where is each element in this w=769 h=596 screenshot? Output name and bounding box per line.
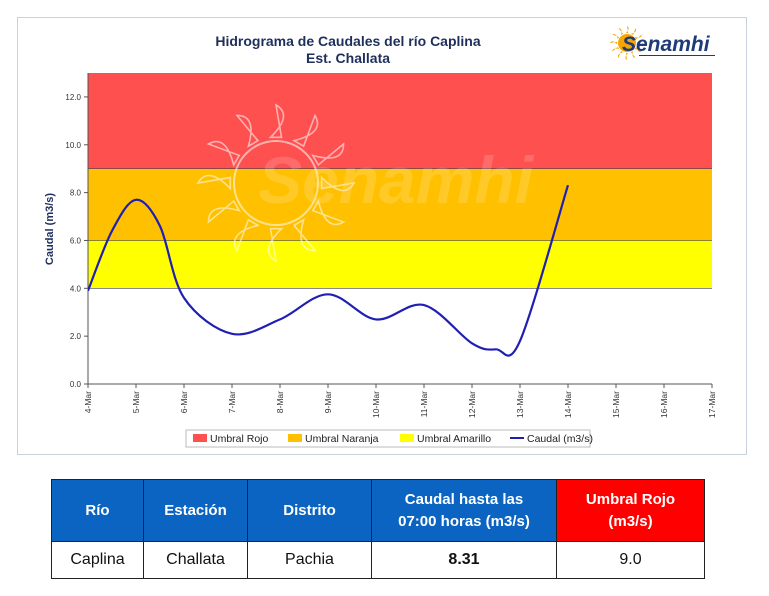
legend-label: Umbral Amarillo [417,433,491,445]
sun-ray [267,227,284,263]
sun-ray [634,34,642,40]
legend-swatch [288,434,302,442]
series-line-caudal [88,184,570,357]
senamhi-logo: Senamhi [610,26,715,60]
logo-text: Senamhi [622,33,711,56]
cell-rio: Caplina [51,541,144,579]
legend-swatch [400,434,414,442]
logo-underline [639,55,715,56]
x-tick-label: 5-Mar [131,391,141,413]
sun-ray [625,26,629,34]
y-tick-label: 8.0 [70,189,82,198]
y-ticks: 0.0 2.0 4.0 6.0 8.0 10.0 12.0 [65,93,88,389]
legend-label: Caudal (m3/s) [527,433,593,445]
sun-ray [625,52,629,60]
x-tick-label: 8-Mar [275,391,285,413]
band-umbral-amarillo [88,240,712,289]
watermark-sun-icon [196,103,356,263]
sun-ray [291,113,319,148]
x-tick-label: 16-Mar [659,391,669,418]
chart-title: Hidrograma de Caudales del río Caplina [215,33,481,49]
sun-ray [612,46,620,52]
sun-ray [268,103,285,139]
x-tick-label: 4-Mar [83,391,93,413]
sun-ray [618,28,624,36]
sun-ray [206,140,241,168]
sun-ray [612,33,620,40]
hydrograph-chart: Senamhi 0.0 2.0 4.0 6.0 8.0 10.0 12.0 4-Mar 5-M… [44,26,717,448]
senamhi-watermark: Senamhi [196,103,535,263]
cell-estacion: Challata [143,541,248,579]
cell-distrito: Pachia [247,541,372,579]
header-caudal-line1: Caudal hasta las [404,490,524,508]
sun-ray [630,50,636,58]
y-tick-label: 2.0 [70,332,82,341]
sun-ray [320,175,356,192]
cell-caudal: 8.31 [371,541,557,579]
x-ticks: 4-Mar 5-Mar 6-Mar 7-Mar 8-Mar 9-Mar 10-Mar 11-M… [83,384,717,418]
sun-ray [196,174,232,191]
header-umbral-line1: Umbral Rojo [585,490,676,508]
x-tick-label: 11-Mar [419,391,429,417]
watermark-text: Senamhi [258,143,535,217]
header-rio: Río [51,479,144,542]
header-distrito: Distrito [247,479,372,542]
legend-box [185,429,591,448]
header-caudal: Caudal hasta las 07:00 horas (m3/s) [371,479,557,542]
header-umbral-rojo: Umbral Rojo (m3/s) [556,479,705,542]
sun-ray [634,46,642,53]
sun-ray [292,218,317,252]
sun-ray [233,218,261,253]
band-umbral-naranja [88,168,712,241]
table-row: Caplina Challata Pachia 8.31 9.0 [51,541,705,579]
x-tick-label: 9-Mar [323,391,333,413]
y-tick-label: 6.0 [70,236,82,245]
x-tick-label: 6-Mar [179,391,189,413]
sun-ray [636,41,644,45]
table-header-row: Río Estación Distrito Caudal hasta las 0… [51,479,705,542]
y-tick-label: 4.0 [70,284,82,293]
y-axis-label: Caudal (m3/s) [44,193,56,265]
cell-umbral-rojo: 9.0 [556,541,705,579]
sun-ray [610,41,618,45]
y-tick-label: 12.0 [65,93,81,102]
x-tick-label: 17-Mar [707,391,717,418]
header-umbral-line2: (m3/s) [608,512,653,530]
sun-ray [311,142,345,167]
chart-subtitle: Est. Challata [306,50,390,66]
x-tick-label: 7-Mar [227,391,237,413]
y-tick-label: 0.0 [70,380,82,389]
y-tick-label: 10.0 [65,141,81,150]
x-tick-label: 12-Mar [467,391,477,418]
legend-label: Umbral Rojo [210,433,269,445]
series-group [88,184,570,357]
threshold-bands [88,73,712,289]
legend: Umbral Rojo Umbral Naranja Umbral Amarillo… [185,429,593,448]
x-tick-label: 13-Mar [515,391,525,418]
x-tick-label: 15-Mar [611,391,621,418]
sun-logo-icon [610,26,644,60]
sun-ray [630,28,637,36]
header-estacion: Estación [143,479,248,542]
sun-ray [207,199,241,224]
band-umbral-rojo [88,73,712,169]
sun-ray [617,50,624,58]
legend-swatch [193,434,207,442]
sun-ray [235,114,260,148]
x-tick-label: 10-Mar [371,391,381,418]
sun-ray [311,198,346,226]
data-table: Río Estación Distrito Caudal hasta las 0… [51,479,705,579]
chart-panel: Senamhi 0.0 2.0 4.0 6.0 8.0 10.0 12.0 4-Mar 5-M… [17,17,747,455]
x-tick-label: 14-Mar [563,391,573,418]
header-caudal-line2: 07:00 horas (m3/s) [398,512,530,530]
legend-label: Umbral Naranja [305,433,379,445]
